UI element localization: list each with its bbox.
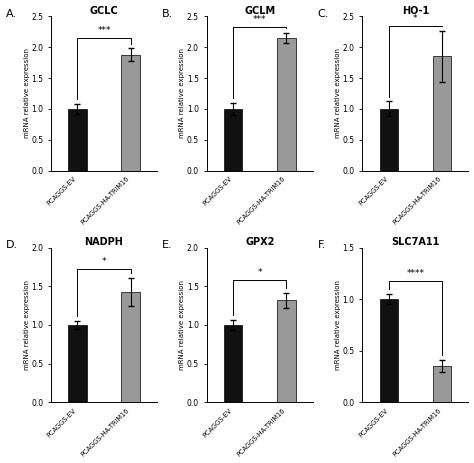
Bar	[224, 325, 242, 402]
Bar	[380, 299, 398, 402]
Text: A.: A.	[6, 9, 18, 19]
Y-axis label: mRNA relative expression: mRNA relative expression	[24, 280, 30, 370]
Title: GPX2: GPX2	[245, 237, 274, 247]
Text: D.: D.	[6, 240, 18, 250]
Title: GCLC: GCLC	[90, 6, 118, 16]
Bar	[277, 300, 295, 402]
Y-axis label: mRNA relative expression: mRNA relative expression	[180, 49, 185, 138]
Text: C.: C.	[318, 9, 329, 19]
Text: ***: ***	[97, 26, 111, 35]
Y-axis label: mRNA relative expression: mRNA relative expression	[180, 280, 185, 370]
Text: B.: B.	[162, 9, 173, 19]
Bar	[380, 109, 398, 170]
Text: *: *	[257, 268, 262, 277]
Text: ***: ***	[253, 15, 266, 25]
Title: GCLM: GCLM	[244, 6, 275, 16]
Bar	[68, 325, 87, 402]
Text: F.: F.	[318, 240, 326, 250]
Y-axis label: mRNA relative expression: mRNA relative expression	[24, 49, 30, 138]
Text: *: *	[102, 257, 106, 266]
Text: *: *	[413, 13, 418, 23]
Text: E.: E.	[162, 240, 173, 250]
Y-axis label: mRNA relative expression: mRNA relative expression	[335, 49, 341, 138]
Title: SLC7A11: SLC7A11	[391, 237, 439, 247]
Y-axis label: mRNA relative expression: mRNA relative expression	[335, 280, 341, 370]
Title: NADPH: NADPH	[84, 237, 123, 247]
Bar	[121, 55, 140, 170]
Bar	[68, 109, 87, 170]
Bar	[277, 38, 295, 170]
Text: ****: ****	[406, 269, 424, 278]
Bar	[224, 109, 242, 170]
Bar	[121, 292, 140, 402]
Title: HO-1: HO-1	[402, 6, 429, 16]
Bar	[433, 366, 451, 402]
Bar	[433, 56, 451, 170]
